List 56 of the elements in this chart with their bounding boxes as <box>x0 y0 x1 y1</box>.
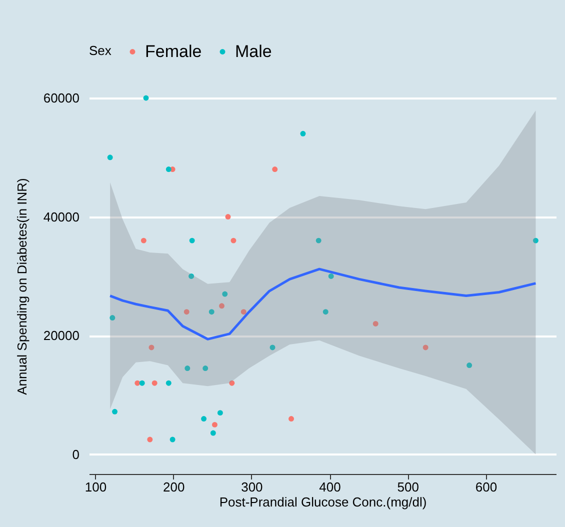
point <box>288 416 294 422</box>
y-axis-title: Annual Spending on Diabetes(in INR) <box>14 178 30 395</box>
legend-label: Female <box>145 42 202 61</box>
point <box>316 238 322 244</box>
point <box>152 380 158 386</box>
x-tick-label: 500 <box>397 480 419 494</box>
point <box>112 408 118 414</box>
point <box>372 320 378 326</box>
point <box>229 380 235 386</box>
point <box>272 166 278 172</box>
point <box>270 344 276 350</box>
point <box>147 436 153 442</box>
x-tick-label: 300 <box>241 480 263 494</box>
x-axis-title: Post-Prandial Glucose Conc.(mg/dl) <box>219 494 427 510</box>
point <box>107 154 113 160</box>
x-tick-label: 600 <box>475 480 498 494</box>
point <box>202 366 208 371</box>
y-tick-label: 0 <box>72 446 80 462</box>
point <box>184 309 190 315</box>
y-tick-label: 20000 <box>43 328 80 344</box>
point <box>170 436 176 442</box>
point <box>212 422 218 428</box>
point <box>240 309 246 315</box>
point <box>230 238 236 244</box>
y-tick-label: 60000 <box>43 90 80 106</box>
x-tick-label: 400 <box>319 480 341 494</box>
line-series <box>108 268 537 340</box>
point <box>166 380 172 386</box>
point <box>219 303 224 309</box>
point <box>208 309 214 315</box>
y-tick-label: 40000 <box>43 209 80 224</box>
point <box>210 430 216 436</box>
point <box>422 344 428 350</box>
point <box>222 291 228 297</box>
point <box>143 95 149 101</box>
point <box>300 130 306 136</box>
point <box>201 416 207 422</box>
x-tick-label: 100 <box>84 480 107 494</box>
point <box>322 309 328 315</box>
legend-title: Sex <box>89 43 112 58</box>
point <box>532 238 538 244</box>
point <box>225 214 231 220</box>
point <box>110 315 116 321</box>
x-tick-label: 200 <box>162 480 185 494</box>
point <box>148 344 154 350</box>
point <box>134 380 140 386</box>
point <box>166 166 172 172</box>
point <box>328 273 334 279</box>
point <box>189 238 195 244</box>
point <box>466 362 472 368</box>
point <box>139 380 145 386</box>
point <box>140 238 146 244</box>
point <box>184 366 190 371</box>
legend-label: Male <box>235 42 272 61</box>
point <box>188 273 194 279</box>
point <box>217 410 223 416</box>
